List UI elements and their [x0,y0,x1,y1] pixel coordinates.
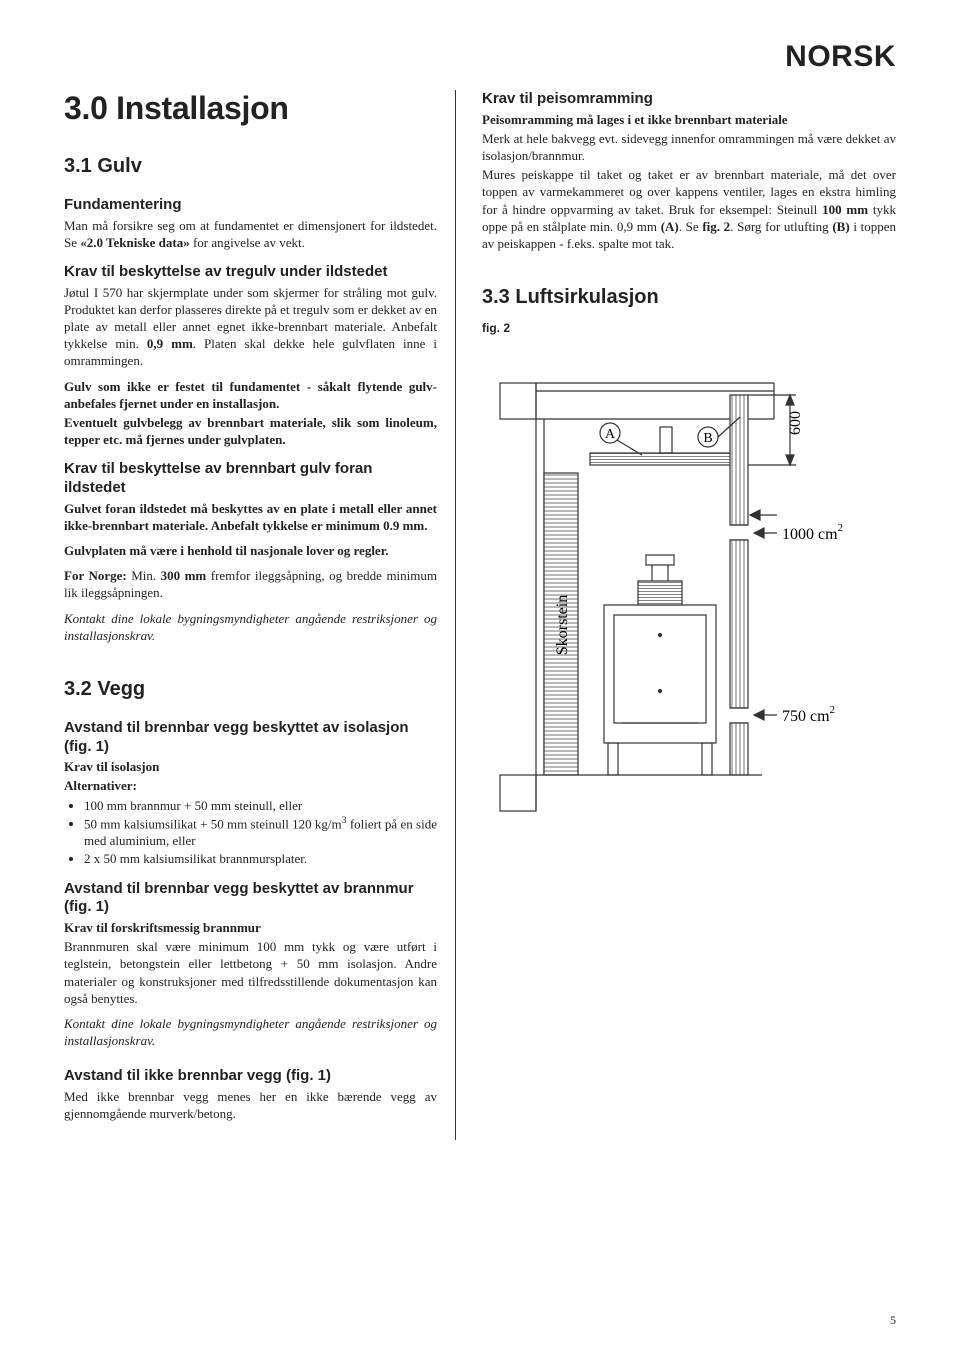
heading-brannmur: Avstand til brennbar vegg beskyttet av b… [64,880,437,918]
diagram-label-b: B [703,431,712,446]
heading-isolasjon: Avstand til brennbar vegg beskyttet av i… [64,719,437,757]
language-header: NORSK [785,40,896,74]
heading-installasjon: 3.0 Installasjon [64,90,437,127]
para-foran-2: Gulvplaten må være i henhold til nasjona… [64,542,437,559]
para-foran-3: For Norge: Min. 300 mm fremfor ileggsåpn… [64,567,437,601]
para-peis-3: Mures peiskappe til taket og taket er av… [482,166,896,252]
diagram-dim-1000: 1000 cm2 [782,522,843,543]
para-tregulv-2: Gulv som ikke er festet til fundamentet … [64,378,437,412]
para-brannmur-2: Kontakt dine lokale bygningsmyndigheter … [64,1015,437,1049]
para-ikke-brennbar: Med ikke brennbar vegg menes her en ikke… [64,1088,437,1122]
figure-caption: fig. 2 [482,321,896,335]
list-item: 50 mm kalsiumsilikat + 50 mm steinull 12… [84,815,437,850]
heading-gulv: 3.1 Gulv [64,155,437,178]
diagram-dim-600: 600 [787,411,804,435]
para-peis-1: Peisomramming må lages i et ikke brennba… [482,111,896,128]
diagram-label-a: A [605,427,616,442]
diagram-svg: A B Skorstein 600 1000 cm2 750 cm2 [482,365,882,825]
page-number: 5 [890,1313,896,1328]
para-foran-4: Kontakt dine lokale bygningsmyndigheter … [64,610,437,644]
diagram-dim-750: 750 cm2 [782,704,835,725]
para-tregulv-3: Eventuelt gulvbelegg av brennbart materi… [64,414,437,448]
sub-isolasjon-1: Krav til isolasjon [64,758,437,775]
heading-ikke-brennbar: Avstand til ikke brennbar vegg (fig. 1) [64,1067,437,1086]
sub-isolasjon-2: Alternativer: [64,777,437,794]
heading-foran: Krav til beskyttelse av brennbart gulv f… [64,460,437,498]
para-foran-1: Gulvet foran ildstedet må beskyttes av e… [64,500,437,534]
heading-fundamentering: Fundamentering [64,196,437,215]
diagram-label-skorstein: Skorstein [554,595,571,655]
sub-brannmur: Krav til forskriftsmessig brannmur [64,919,437,936]
para-fundamentering: Man må forsikre seg om at fundamentet er… [64,217,437,251]
page: NORSK 3.0 Installasjon 3.1 Gulv Fundamen… [0,0,954,1350]
figure-2-diagram: A B Skorstein 600 1000 cm2 750 cm2 [482,365,896,830]
heading-vegg: 3.2 Vegg [64,678,437,701]
para-brannmur-1: Brannmuren skal være minimum 100 mm tykk… [64,938,437,1007]
list-item: 2 x 50 mm kalsiumsilikat brannmursplater… [84,850,437,867]
column-right: Krav til peisomramming Peisomramming må … [478,90,896,1140]
list-item: 100 mm brannmur + 50 mm steinull, eller [84,797,437,814]
list-isolasjon: 100 mm brannmur + 50 mm steinull, eller … [64,797,437,868]
heading-luftsirkulasjon: 3.3 Luftsirkulasjon [482,286,896,309]
para-tregulv-1: Jøtul I 570 har skjermplate under som sk… [64,284,437,370]
columns: 3.0 Installasjon 3.1 Gulv Fundamentering… [64,90,896,1140]
column-left: 3.0 Installasjon 3.1 Gulv Fundamentering… [64,90,456,1140]
heading-peisomramming: Krav til peisomramming [482,90,896,109]
heading-tregulv: Krav til beskyttelse av tregulv under il… [64,263,437,282]
para-peis-2: Merk at hele bakvegg evt. sidevegg innen… [482,130,896,164]
